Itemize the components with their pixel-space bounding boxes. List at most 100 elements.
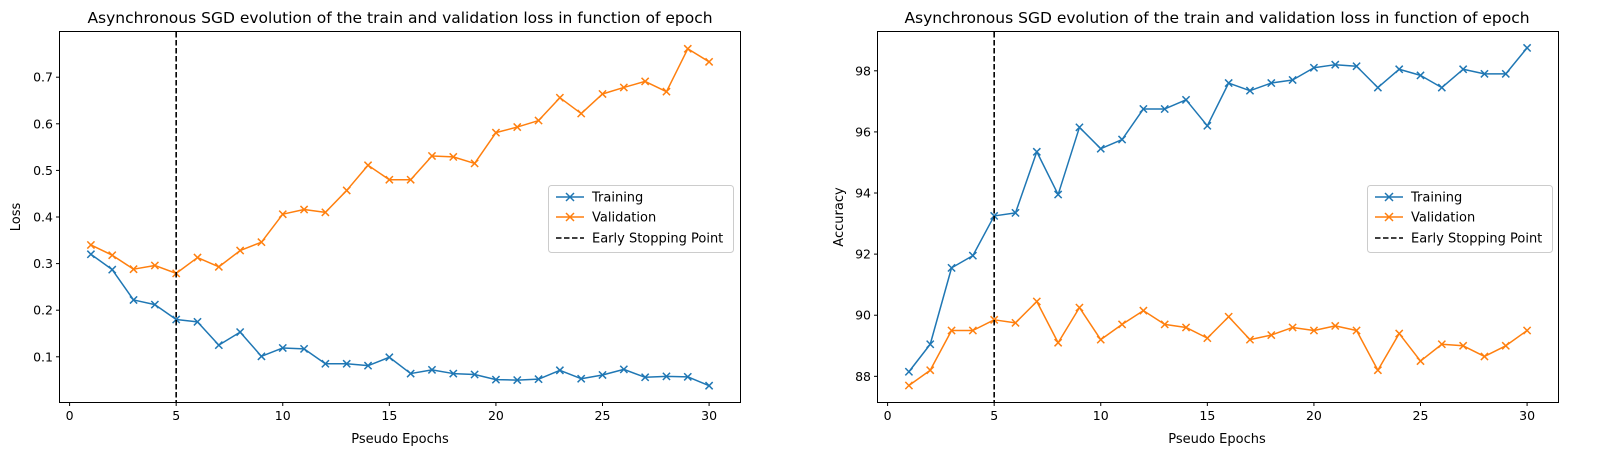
loss-chart-title: Asynchronous SGD evolution of the train … <box>87 9 712 27</box>
data-point-validation <box>619 83 628 92</box>
data-point-validation <box>662 87 671 96</box>
data-point-validation <box>1267 330 1276 340</box>
loss-chart-plot-area <box>86 32 714 402</box>
data-point-validation <box>214 262 223 271</box>
y-tick-label: 98 <box>855 63 871 78</box>
data-point-training <box>214 341 223 350</box>
data-point-validation <box>363 161 373 170</box>
data-point-validation <box>641 77 650 86</box>
data-point-validation <box>385 175 394 184</box>
data-point-validation <box>1459 341 1468 350</box>
data-point-validation <box>1480 352 1489 361</box>
data-point-training <box>1011 208 1020 218</box>
data-point-training <box>1224 78 1233 88</box>
x-tick-label: 15 <box>381 408 397 423</box>
data-point-training <box>108 265 117 274</box>
data-point-training <box>1160 104 1169 114</box>
x-tick-label: 30 <box>701 408 717 423</box>
data-point-validation <box>1395 329 1404 338</box>
data-point-training <box>1117 135 1127 144</box>
data-point-validation <box>278 210 287 219</box>
data-point-training <box>1522 43 1532 53</box>
data-point-training <box>491 375 501 384</box>
y-tick-label: 0.1 <box>33 349 53 364</box>
data-point-validation <box>1416 356 1425 366</box>
x-tick-label: 10 <box>1093 408 1109 423</box>
y-tick-label: 0.2 <box>33 303 53 318</box>
legend-validation-label: Validation <box>592 211 656 226</box>
data-point-training <box>172 315 181 324</box>
legend-early-stopping-label: Early Stopping Point <box>592 232 723 247</box>
data-point-training <box>990 211 999 221</box>
data-point-validation <box>1373 366 1383 375</box>
y-tick-label: 0.7 <box>33 70 53 85</box>
x-tick-label: 25 <box>1413 408 1429 423</box>
data-point-validation <box>86 240 96 250</box>
data-point-validation <box>1053 338 1063 347</box>
data-point-training <box>1245 86 1255 95</box>
accuracy-chart-ticks: 0 5 10 15 20 25 30 88 90 92 94 96 98 <box>855 63 1535 423</box>
data-point-validation <box>1160 320 1169 329</box>
data-point-training <box>926 340 935 349</box>
loss-chart-axes-frame <box>59 31 741 403</box>
data-point-training <box>1053 190 1063 199</box>
data-point-validation <box>1288 323 1297 332</box>
data-point-validation <box>129 265 138 274</box>
data-point-training <box>1096 144 1105 153</box>
data-point-validation <box>449 152 458 162</box>
y-tick-label: 94 <box>855 186 871 201</box>
data-point-validation <box>577 109 586 118</box>
accuracy-chart-ylabel: Accuracy <box>832 187 847 247</box>
data-point-validation <box>427 151 437 161</box>
data-point-validation <box>1011 318 1020 327</box>
data-point-training <box>1459 65 1468 74</box>
data-point-validation <box>150 261 159 270</box>
data-point-validation <box>1245 335 1255 344</box>
data-point-validation <box>704 57 714 66</box>
data-point-validation <box>534 116 543 125</box>
legend-training-marker <box>565 192 575 202</box>
loss-chart-ylabel: Loss <box>9 203 24 232</box>
legend-training-label: Training <box>591 191 643 206</box>
series-line-validation <box>908 300 1528 387</box>
legend-early-stopping-label: Early Stopping Point <box>1411 232 1542 247</box>
x-tick-label: 25 <box>595 408 611 423</box>
data-point-training <box>641 373 650 382</box>
x-tick-label: 30 <box>1519 408 1535 423</box>
data-point-validation <box>257 238 266 247</box>
accuracy-chart-title: Asynchronous SGD evolution of the train … <box>904 9 1529 27</box>
accuracy-chart-xlabel: Pseudo Epochs <box>1168 432 1266 447</box>
data-point-training <box>683 372 692 381</box>
x-tick-label: 10 <box>275 408 291 423</box>
data-point-training <box>299 344 309 354</box>
data-point-training <box>904 367 914 376</box>
data-point-validation <box>555 93 565 102</box>
y-tick-label: 0.5 <box>33 163 53 178</box>
data-point-validation <box>1075 303 1084 312</box>
data-point-training <box>1480 69 1489 78</box>
data-point-validation <box>491 128 501 137</box>
x-tick-label: 0 <box>884 408 892 423</box>
data-point-training <box>1437 83 1446 92</box>
data-point-validation <box>1139 306 1148 315</box>
data-point-training <box>363 361 373 370</box>
accuracy-chart-axes-frame <box>877 31 1559 403</box>
data-point-validation <box>990 315 999 324</box>
legend-box <box>1367 185 1553 253</box>
x-tick-label: 0 <box>66 408 74 423</box>
data-point-training <box>427 365 437 374</box>
data-point-validation <box>1032 297 1041 306</box>
accuracy-chart: Asynchronous SGD evolution of the train … <box>832 9 1559 447</box>
y-tick-label: 88 <box>855 369 871 384</box>
x-tick-label: 5 <box>990 408 998 423</box>
data-point-training <box>1267 78 1276 88</box>
data-point-validation <box>1309 326 1319 335</box>
data-point-training <box>321 359 330 368</box>
accuracy-chart-legend: Training Validation Early Stopping Point <box>1367 185 1553 253</box>
data-point-validation <box>926 366 935 375</box>
series-line-training <box>908 47 1528 373</box>
data-point-validation <box>1117 320 1127 329</box>
data-point-training <box>947 263 956 273</box>
data-point-training <box>1203 121 1212 130</box>
